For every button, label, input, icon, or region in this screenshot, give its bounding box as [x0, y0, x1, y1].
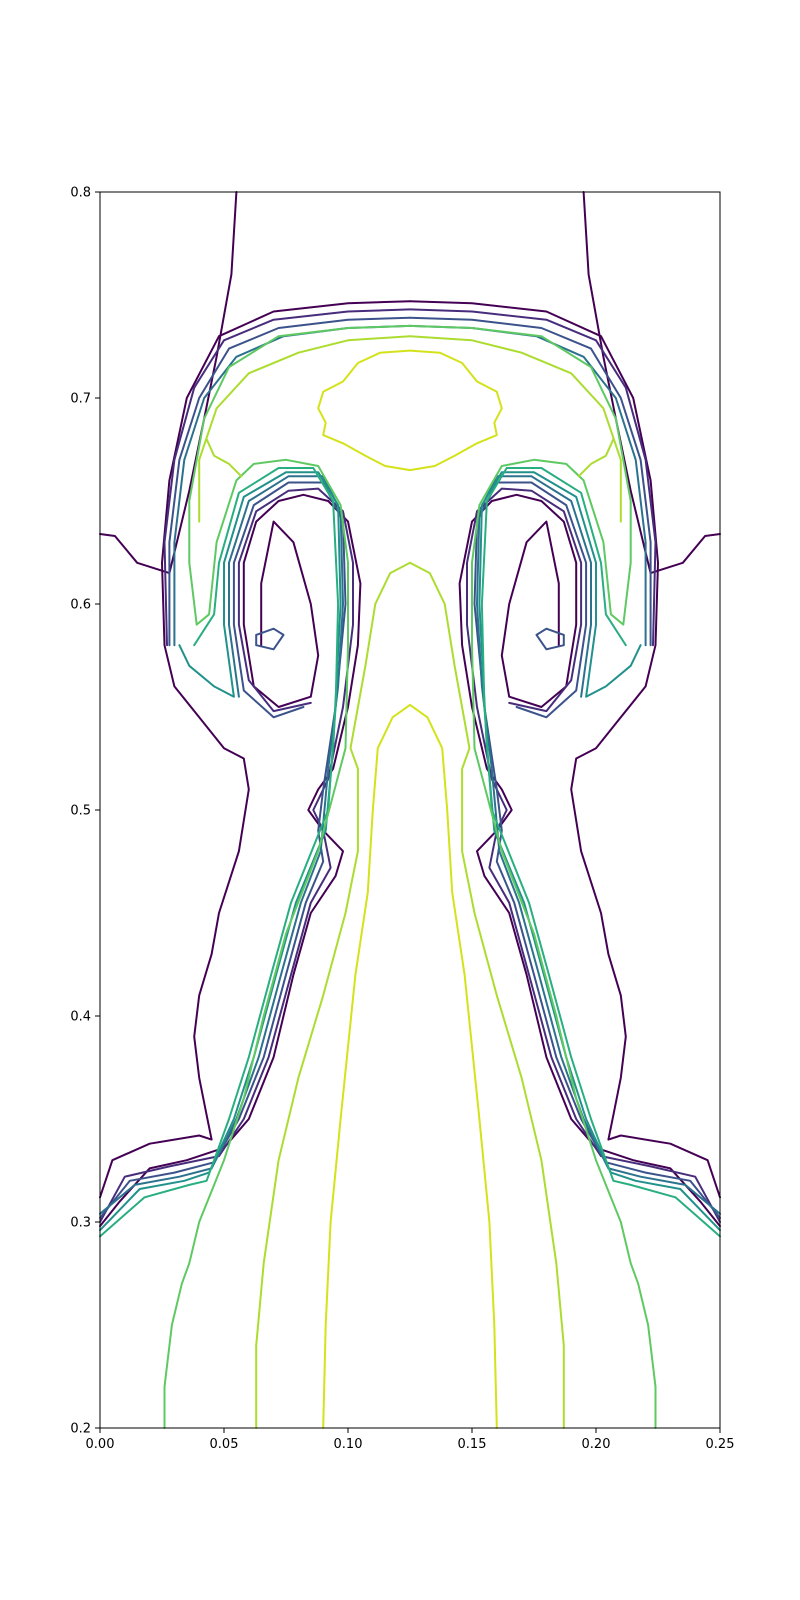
- y-tick-label: 0.5: [70, 804, 91, 819]
- x-tick-label: 0.05: [210, 1437, 239, 1452]
- contour-line-level-1-mirror: [582, 191, 721, 575]
- plot-frame: [99, 191, 721, 1429]
- contour-line-level-2-mirror: [409, 308, 657, 647]
- contour-line-level-3: [168, 316, 411, 647]
- contour-line-level-1-mirror: [458, 493, 721, 1228]
- x-tick-label: 0.10: [334, 1437, 363, 1452]
- x-tick-label: 0.00: [86, 1437, 115, 1452]
- contour-line-level-2-mirror: [466, 487, 721, 1223]
- contour-line-level-3-mirror: [535, 627, 565, 651]
- contour-line-level-6-mirror: [480, 467, 721, 1238]
- x-axis: 0.00 0.05 0.10 0.15 0.20 0.25: [86, 1428, 735, 1452]
- contour-line-level-1: [99, 300, 411, 1199]
- contour-line-level-1: [99, 191, 238, 575]
- contour-line-level-1: [99, 493, 362, 1228]
- contour-line-level-8-mirror: [409, 335, 622, 523]
- contour-line-level-9-mirror: [409, 703, 498, 1429]
- contour-line-level-2: [99, 487, 354, 1223]
- contour-line-level-8: [198, 335, 411, 523]
- contour-line-level-7: [163, 324, 411, 1429]
- contour-line-level-9: [322, 703, 411, 1429]
- x-tick-label: 0.15: [458, 1437, 487, 1452]
- y-tick-label: 0.4: [70, 1010, 91, 1025]
- contour-line-level-2: [163, 308, 411, 647]
- contour-line-level-5: [99, 471, 342, 1232]
- y-axis: 0.2 0.3 0.4 0.5 0.6 0.7 0.8: [70, 186, 100, 1437]
- contour-line-level-7-mirror: [409, 324, 657, 1429]
- contour-line-level-8: [205, 438, 243, 478]
- y-tick-label: 0.3: [70, 1216, 91, 1231]
- x-tick-label: 0.20: [582, 1437, 611, 1452]
- contour-line-level-8: [255, 561, 411, 1429]
- contour-line-level-9: [317, 349, 411, 472]
- y-tick-label: 0.2: [70, 1422, 91, 1437]
- x-tick-label: 0.25: [706, 1437, 735, 1452]
- contour-line-level-5-mirror: [478, 471, 721, 1232]
- contour-line-level-3-mirror: [409, 316, 652, 647]
- contour-lines: [99, 191, 721, 1429]
- contour-line-level-9-mirror: [409, 349, 503, 472]
- y-tick-label: 0.8: [70, 186, 91, 201]
- contour-line-level-3: [255, 627, 285, 651]
- y-tick-label: 0.6: [70, 598, 91, 613]
- contour-line-level-8-mirror: [577, 438, 615, 478]
- y-tick-label: 0.7: [70, 392, 91, 407]
- contour-line-level-8-mirror: [409, 561, 565, 1429]
- contour-line-level-1-mirror: [409, 300, 721, 1199]
- contour-line-level-6: [99, 467, 340, 1238]
